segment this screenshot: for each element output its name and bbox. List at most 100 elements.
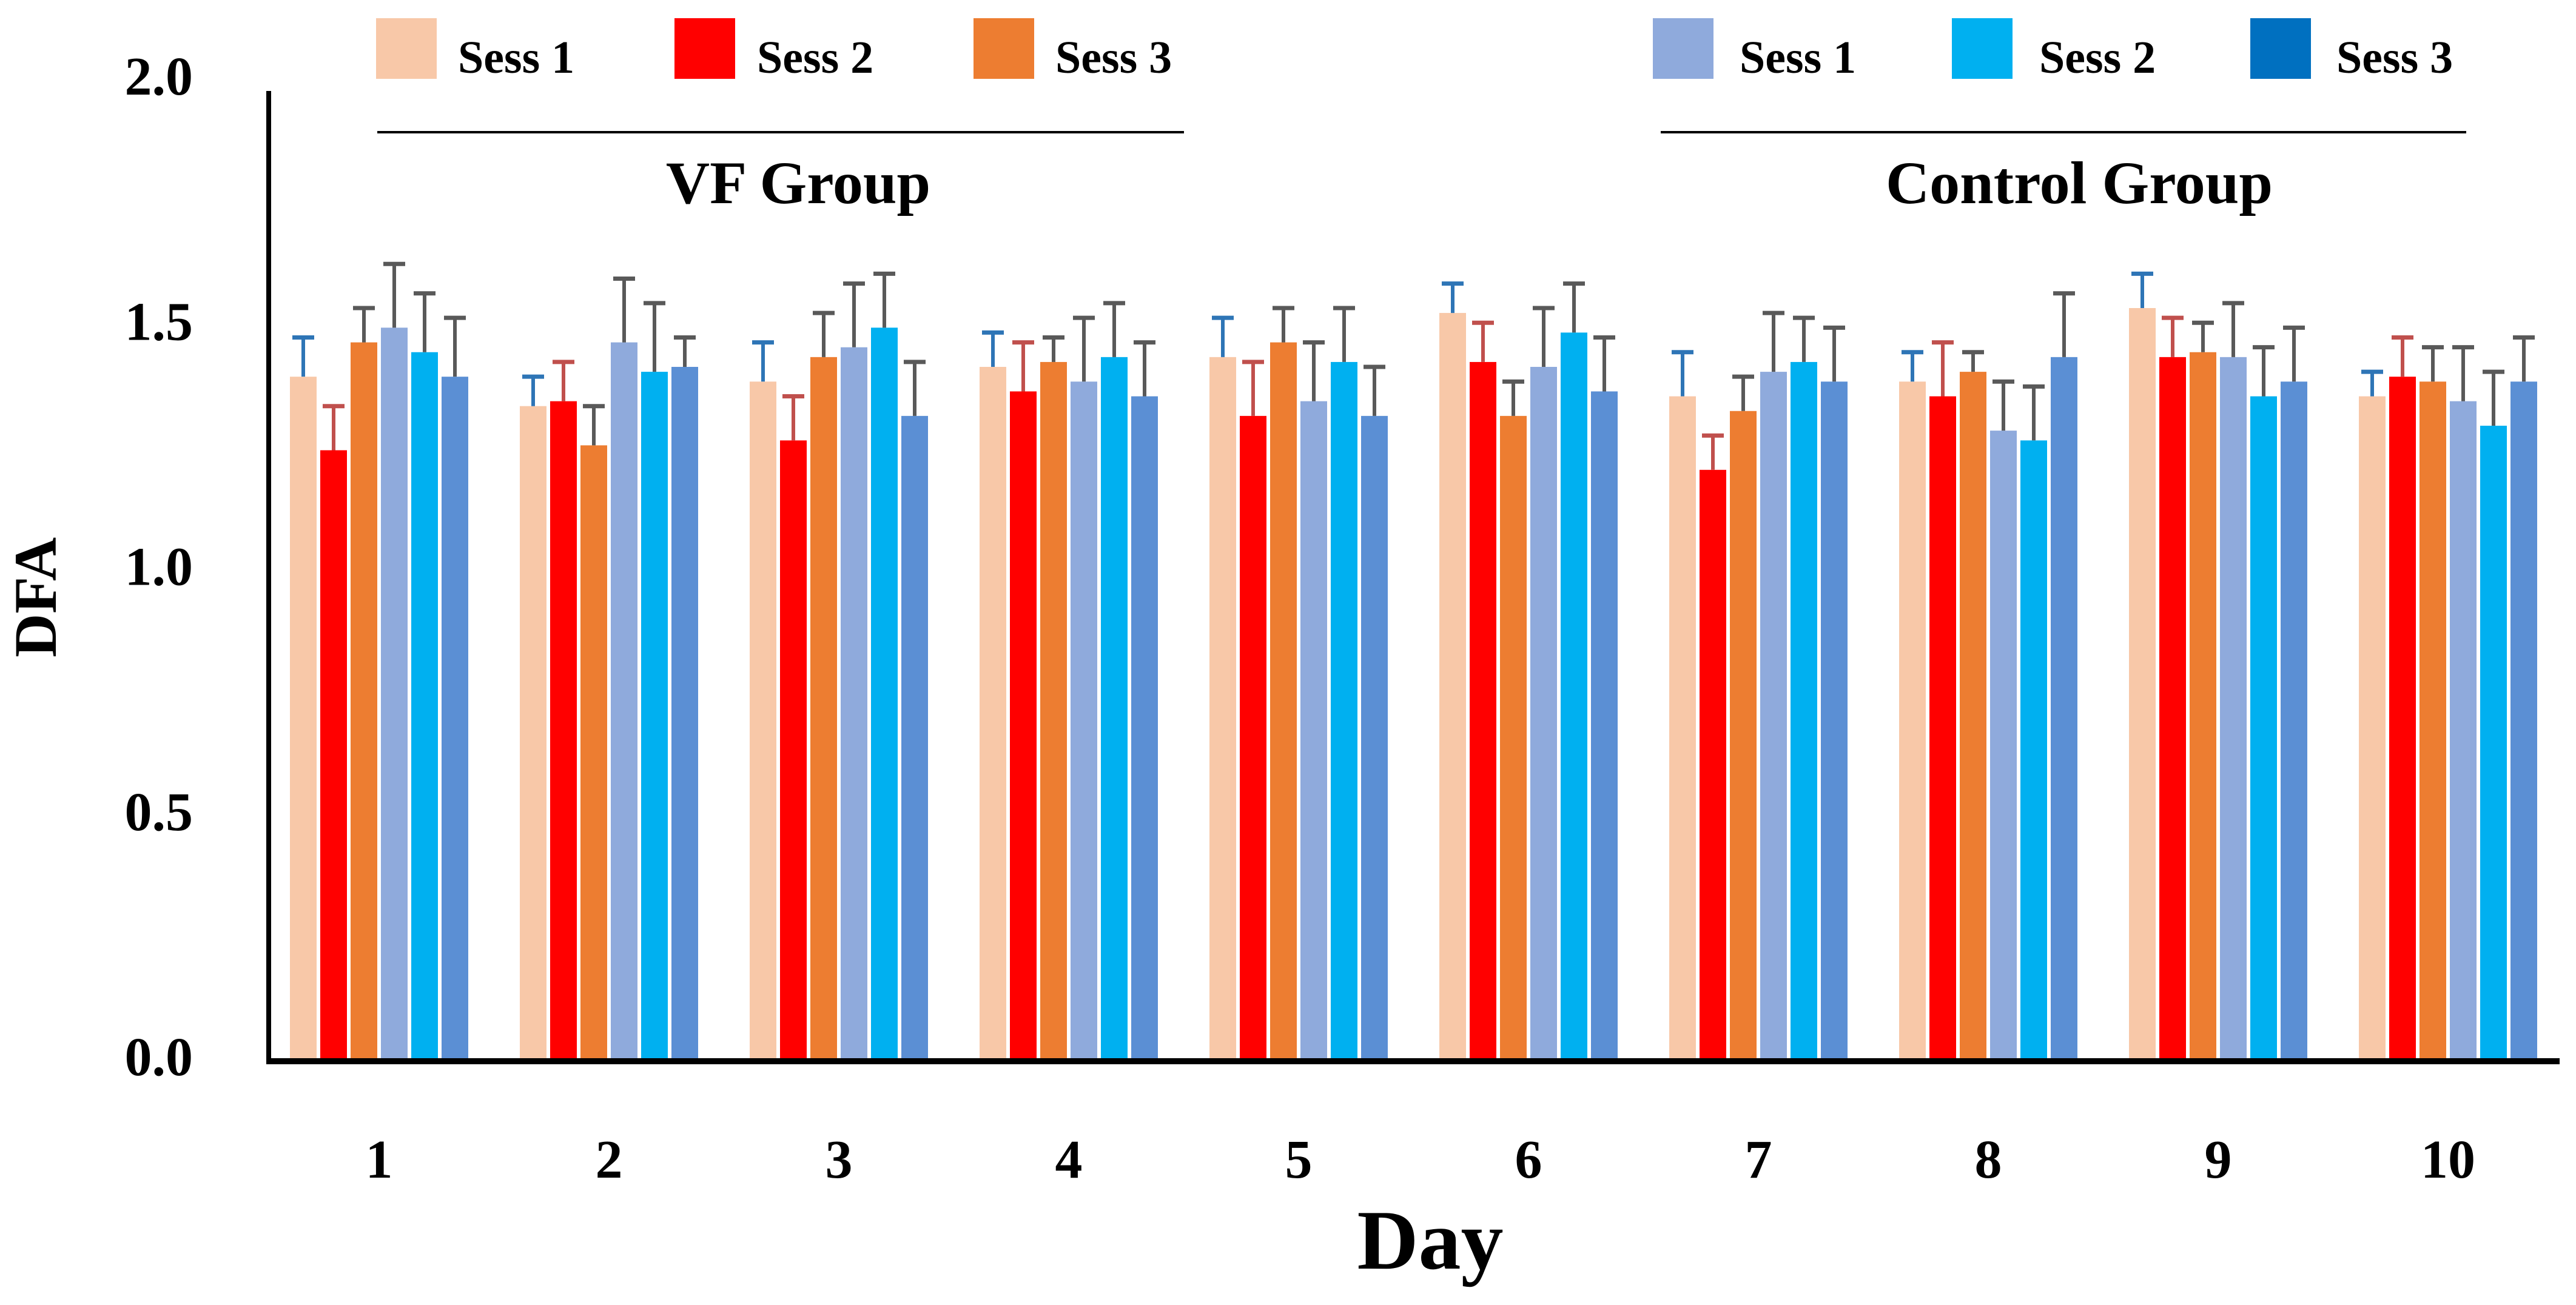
bar [2220,357,2247,1058]
legend-label-control-sess1: Sess 1 [1740,32,1856,83]
bar [1791,361,1817,1059]
bar [2281,381,2307,1058]
bar [1101,357,1128,1058]
bar [671,367,698,1058]
x-tick-label: 7 [1745,1130,1772,1190]
bar [2359,396,2386,1058]
bar [1040,361,1067,1059]
y-tick-label: 2.0 [125,47,193,107]
y-tick-label: 1.5 [125,292,193,352]
bar [550,401,577,1058]
legend-group-control: Sess 1 Sess 2 Sess 3 Control Group [1653,18,2466,216]
legend: Sess 1 Sess 2 Sess 3 VF Group Sess 1 Ses… [376,18,2466,216]
bar [2389,377,2416,1058]
y-tick-label: 1.0 [125,537,193,597]
bar [1821,381,1848,1058]
bar [641,372,668,1058]
bar [810,357,837,1058]
bar [780,440,807,1058]
bar [1270,342,1297,1058]
bar [1331,361,1357,1059]
y-tick-label: 0.0 [125,1027,193,1087]
bar [1669,396,1696,1058]
bar [290,377,317,1058]
bar [871,327,898,1059]
bar [2020,440,2047,1058]
group-title-vf: VF Group [666,149,930,216]
bar [1300,401,1327,1058]
bar [411,352,438,1058]
bar [2051,357,2077,1058]
bar [1500,415,1527,1058]
x-tick-label: 1 [366,1130,393,1190]
group-title-control: Control Group [1886,149,2273,216]
bar [980,367,1006,1058]
x-tick-label: 9 [2205,1130,2232,1190]
legend-swatch-vf-sess1 [376,18,437,79]
x-tick-label: 8 [1975,1130,2002,1190]
bar [520,406,546,1058]
bar [381,327,408,1059]
legend-label-control-sess2: Sess 2 [2039,32,2156,83]
legend-swatch-control-sess1 [1653,18,1713,79]
x-tick-label: 4 [1055,1130,1083,1190]
legend-swatch-control-sess2 [1952,18,2013,79]
bar [442,377,468,1058]
axes-layer [266,91,2560,1064]
x-tick-label: 2 [596,1130,623,1190]
x-ticks-layer: 1 2 3 4 5 6 7 8 9 10 [366,1130,2476,1190]
bar [611,342,637,1058]
bar [841,347,867,1058]
bar [1990,431,2017,1058]
bar [1010,391,1037,1059]
bar [1131,396,1158,1058]
bar [750,381,776,1058]
bar [1470,361,1496,1059]
bar [1760,372,1787,1058]
bar [1361,415,1388,1058]
y-ticks-layer: 0.0 0.5 1.0 1.5 2.0 [125,47,193,1087]
x-tick-label: 6 [1515,1130,1542,1190]
legend-label-vf-sess2: Sess 2 [757,32,873,83]
bar [2159,357,2186,1058]
legend-swatch-vf-sess3 [974,18,1034,79]
x-tick-label: 5 [1285,1130,1313,1190]
bar [2480,426,2507,1059]
bar [1960,372,1986,1058]
bar [2510,381,2537,1058]
bar [1700,469,1726,1058]
x-tick-label: 3 [826,1130,853,1190]
bar [1561,332,1587,1059]
bar [2420,381,2446,1058]
bar [2450,401,2477,1058]
bar [320,450,347,1058]
bar [2250,396,2277,1058]
bars-layer [290,261,2537,1059]
bar [2129,307,2156,1058]
bar [1209,357,1236,1058]
bar [1730,411,1757,1058]
legend-label-vf-sess1: Sess 1 [458,32,574,83]
bar [1899,381,1926,1058]
bar [1530,367,1557,1058]
legend-swatch-vf-sess2 [674,18,735,79]
x-axis-title: Day [1357,1193,1503,1287]
bar [1929,396,1956,1058]
y-axis-title: DFA [2,537,69,657]
bar [2190,352,2216,1058]
legend-group-vf: Sess 1 Sess 2 Sess 3 VF Group [376,18,1184,216]
y-tick-label: 0.5 [125,782,193,842]
legend-label-vf-sess3: Sess 3 [1055,32,1172,83]
bar [1240,415,1266,1058]
bar [580,445,607,1058]
bar [1439,313,1466,1058]
x-tick-label: 10 [2421,1130,2475,1190]
bar [1591,391,1618,1059]
bar [1071,381,1097,1058]
bar [901,415,928,1058]
legend-label-control-sess3: Sess 3 [2336,32,2453,83]
legend-swatch-control-sess3 [2250,18,2311,79]
bar [351,342,377,1058]
